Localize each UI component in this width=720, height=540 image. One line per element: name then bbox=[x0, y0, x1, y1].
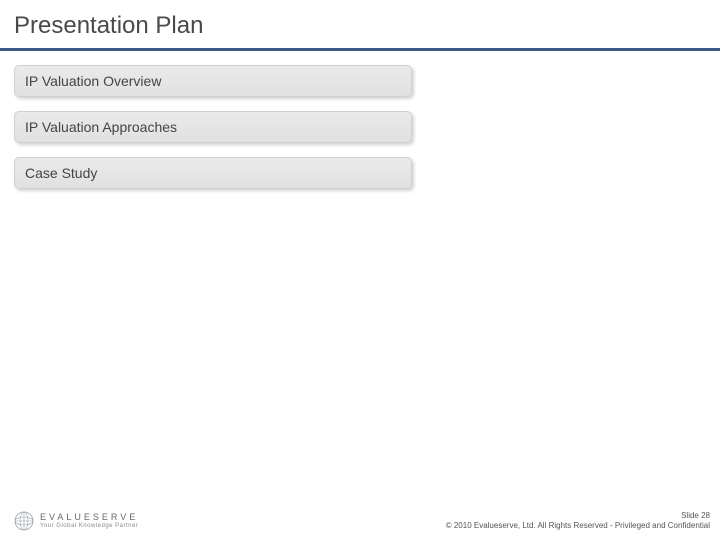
agenda-item-label: IP Valuation Overview bbox=[25, 73, 161, 89]
agenda-item: IP Valuation Approaches bbox=[14, 111, 412, 143]
slide-footer: EVALUESERVE Your Global Knowledge Partne… bbox=[0, 502, 720, 540]
logo-tagline: Your Global Knowledge Partner bbox=[40, 523, 138, 529]
agenda-item: Case Study bbox=[14, 157, 412, 189]
agenda-list: IP Valuation Overview IP Valuation Appro… bbox=[0, 65, 720, 189]
logo-text: EVALUESERVE Your Global Knowledge Partne… bbox=[40, 513, 138, 529]
agenda-item-label: IP Valuation Approaches bbox=[25, 119, 177, 135]
logo-name: EVALUESERVE bbox=[40, 513, 138, 522]
title-divider bbox=[0, 48, 720, 51]
footer-right: Slide 28 © 2010 Evalueserve, Ltd. All Ri… bbox=[446, 511, 710, 532]
agenda-item-label: Case Study bbox=[25, 165, 97, 181]
agenda-item: IP Valuation Overview bbox=[14, 65, 412, 97]
slide-title: Presentation Plan bbox=[0, 0, 720, 48]
slide-number: Slide 28 bbox=[446, 511, 710, 521]
copyright-text: © 2010 Evalueserve, Ltd. All Rights Rese… bbox=[446, 521, 710, 531]
globe-icon bbox=[14, 511, 34, 531]
logo: EVALUESERVE Your Global Knowledge Partne… bbox=[14, 511, 138, 531]
